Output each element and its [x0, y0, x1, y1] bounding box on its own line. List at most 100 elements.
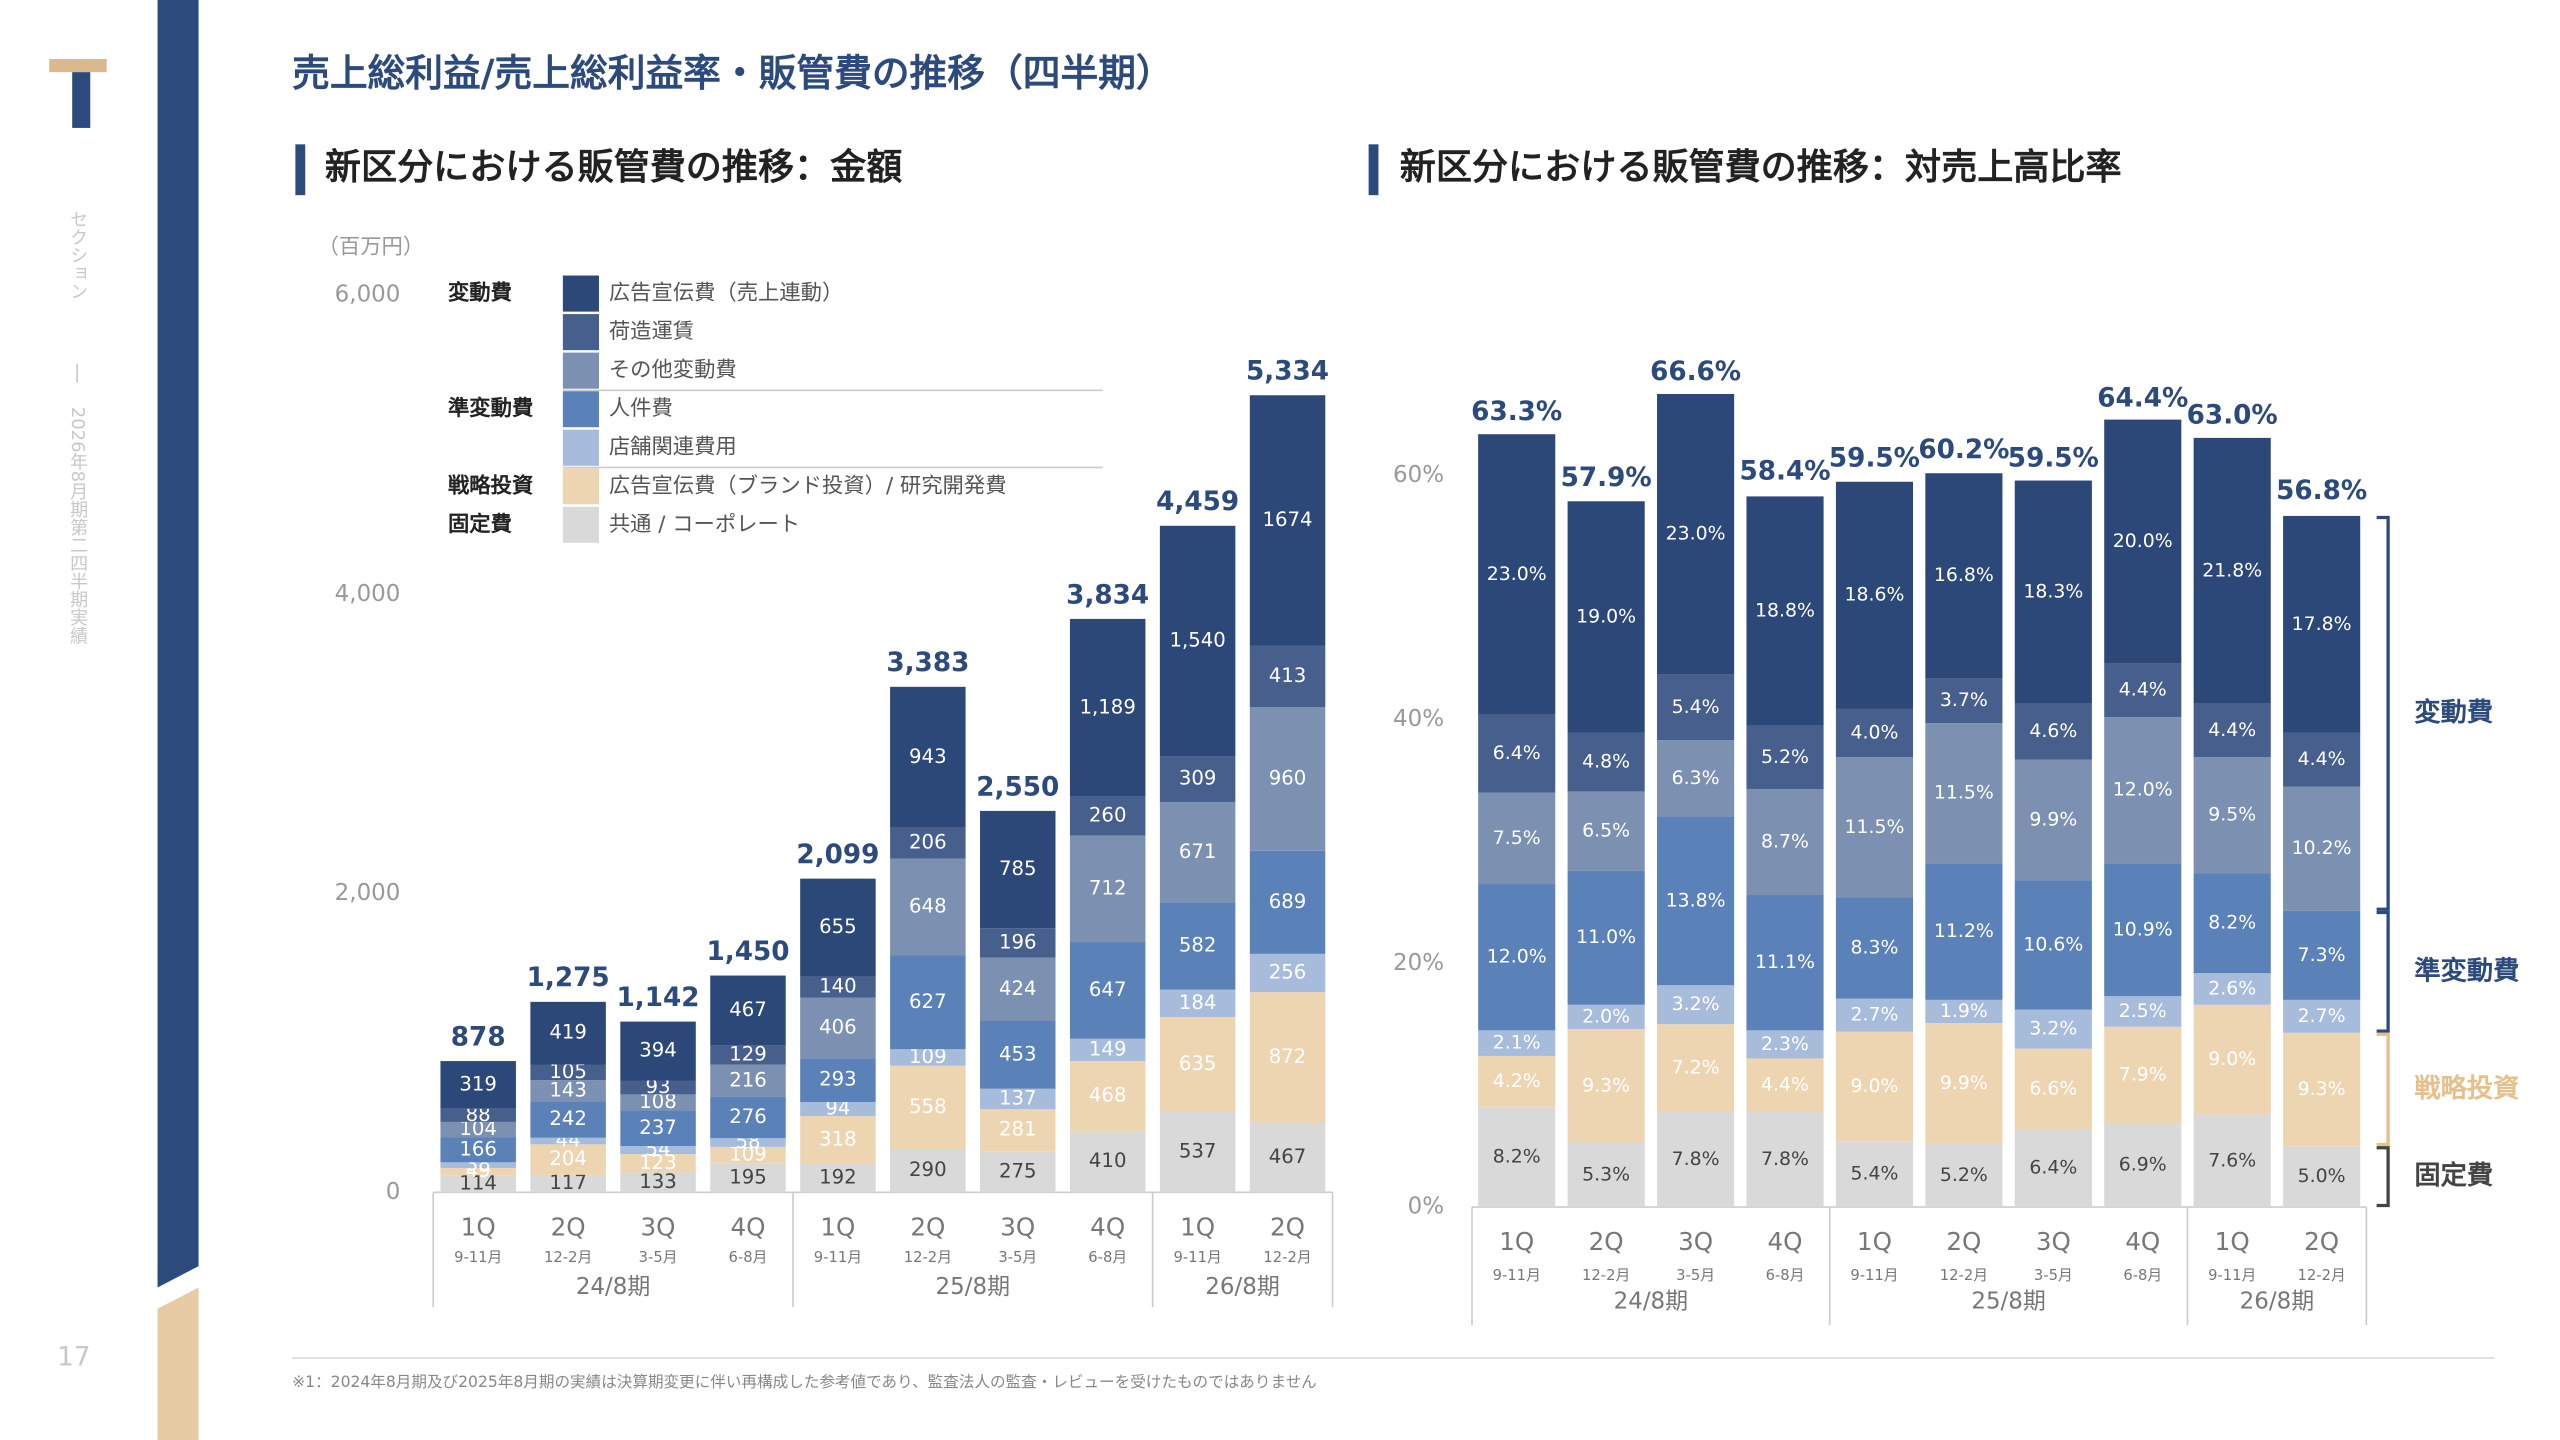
total-label: 56.8% [2276, 476, 2367, 506]
segment-label: 8.2% [2208, 912, 2256, 934]
bar-segment [2104, 717, 2182, 864]
subtitle-marker [1368, 144, 1379, 196]
segment-label: 18.6% [1844, 584, 1904, 606]
bar-segment [440, 1137, 516, 1163]
segment-label: 204 [549, 1147, 587, 1170]
segment-label: 9.5% [2208, 804, 2256, 826]
bar-segment [1249, 707, 1326, 851]
total-label: 878 [451, 1023, 506, 1053]
bar-segment [800, 1116, 876, 1164]
segment-label: 2.7% [1850, 1004, 1898, 1026]
bar-segment [890, 827, 966, 859]
bar-segment [1925, 863, 2003, 1000]
segment-label: 8.7% [1761, 831, 1809, 853]
legend-label: 人件費 [609, 396, 673, 421]
bar-segment [800, 1102, 876, 1117]
x-group-label: 26/8期 [1205, 1274, 1280, 1300]
total-label: 5,334 [1246, 356, 1329, 386]
x-tick-label: 4Q [2125, 1227, 2160, 1256]
bar-segment [2193, 973, 2271, 1005]
segment-label: 281 [999, 1118, 1037, 1141]
x-month-label: 3-5月 [1676, 1267, 1715, 1284]
x-tick-label: 3Q [641, 1212, 676, 1241]
segment-label: 6.5% [1582, 820, 1630, 842]
segment-label: 2.6% [2208, 977, 2256, 999]
bar-segment [890, 1049, 966, 1066]
bar-segment [1746, 1030, 1824, 1059]
bar-segment [1478, 1055, 1556, 1108]
segment-label: 2.7% [2298, 1005, 2346, 1027]
bar-segment [710, 1138, 786, 1147]
segment-label: 9.3% [1582, 1074, 1630, 1096]
x-month-label: 12-2月 [2298, 1267, 2346, 1284]
segment-label: 7.8% [1672, 1148, 1720, 1170]
report-label: 2026年8月期第二四半期実績 [67, 407, 88, 645]
segment-label: 143 [549, 1078, 587, 1101]
segment-label: 413 [1269, 664, 1307, 687]
segment-label: 290 [909, 1158, 947, 1181]
segment-label: 467 [729, 998, 767, 1021]
bar-segment [1746, 496, 1824, 726]
segment-label: 3.7% [1940, 689, 1988, 711]
group-bracket [2376, 515, 2390, 911]
bar-segment [1069, 835, 1146, 943]
group-label: 変動費 [2414, 697, 2493, 728]
bar-segment [2014, 880, 2092, 1010]
segment-label: 2.0% [1582, 1005, 1630, 1027]
segment-label: 276 [729, 1105, 767, 1128]
segment-label: 4.4% [2298, 748, 2346, 770]
bar-segment [1159, 802, 1236, 903]
segment-label: 1,540 [1169, 628, 1225, 651]
x-tick-label: 1Q [461, 1212, 496, 1241]
bar-segment [1567, 501, 1645, 733]
y-tick-label: 0 [386, 1179, 401, 1205]
bar-segment [530, 1101, 606, 1138]
bar-segment [2193, 703, 2271, 758]
bar-segment [2283, 515, 2361, 733]
segment-label: 1,189 [1080, 695, 1136, 718]
segment-label: 140 [819, 975, 857, 998]
bar-segment [890, 1148, 966, 1193]
legend-swatch [562, 468, 599, 505]
segment-label: 256 [1269, 961, 1307, 984]
bar-segment [1069, 942, 1146, 1039]
x-group-label: 25/8期 [936, 1274, 1011, 1300]
x-month-label: 9-11月 [814, 1249, 862, 1266]
bar-segment [2014, 703, 2092, 760]
segment-label: 453 [999, 1042, 1037, 1065]
y-tick-label: 20% [1393, 950, 1444, 976]
segment-label: 7.2% [1672, 1057, 1720, 1079]
segment-label: 104 [459, 1117, 497, 1140]
bar-segment [620, 1094, 696, 1111]
segment-label: 627 [909, 990, 947, 1013]
segment-label: 582 [1179, 934, 1217, 957]
segment-label: 129 [729, 1043, 767, 1066]
segment-label: 872 [1269, 1045, 1307, 1068]
bar-segment [1478, 792, 1556, 885]
bar-segment [1835, 481, 1914, 709]
bar-segment [800, 976, 876, 998]
legend-group-label: 変動費 [448, 280, 512, 306]
segment-label: 216 [729, 1068, 767, 1091]
bar-segment [1925, 678, 2003, 724]
bar-segment [1746, 1058, 1824, 1113]
x-tick-label: 4Q [1768, 1227, 1803, 1256]
legend-swatch [562, 314, 599, 351]
total-label: 3,834 [1066, 581, 1149, 611]
group-bracket [2376, 910, 2390, 1033]
segment-label: 11.0% [1576, 926, 1636, 948]
segment-label: 11.5% [1934, 782, 1994, 804]
x-tick-label: 2Q [910, 1212, 945, 1241]
bar-segment [980, 928, 1056, 958]
bar-segment [1657, 1024, 1735, 1113]
bar-segment [2283, 910, 2361, 1000]
bar-segment [980, 1088, 1056, 1110]
segment-label: 424 [999, 977, 1037, 1000]
group-bracket [2376, 1146, 2390, 1208]
segment-label: 109 [909, 1045, 947, 1068]
bar-segment [1925, 723, 2003, 864]
bar-segment [2014, 480, 2092, 704]
footnote: ※1：2024年8月期及び2025年8月期の実績は決算期変更に伴い再構成した参考… [292, 1372, 1317, 1391]
segment-label: 410 [1089, 1149, 1127, 1172]
segment-label: 133 [639, 1170, 677, 1193]
